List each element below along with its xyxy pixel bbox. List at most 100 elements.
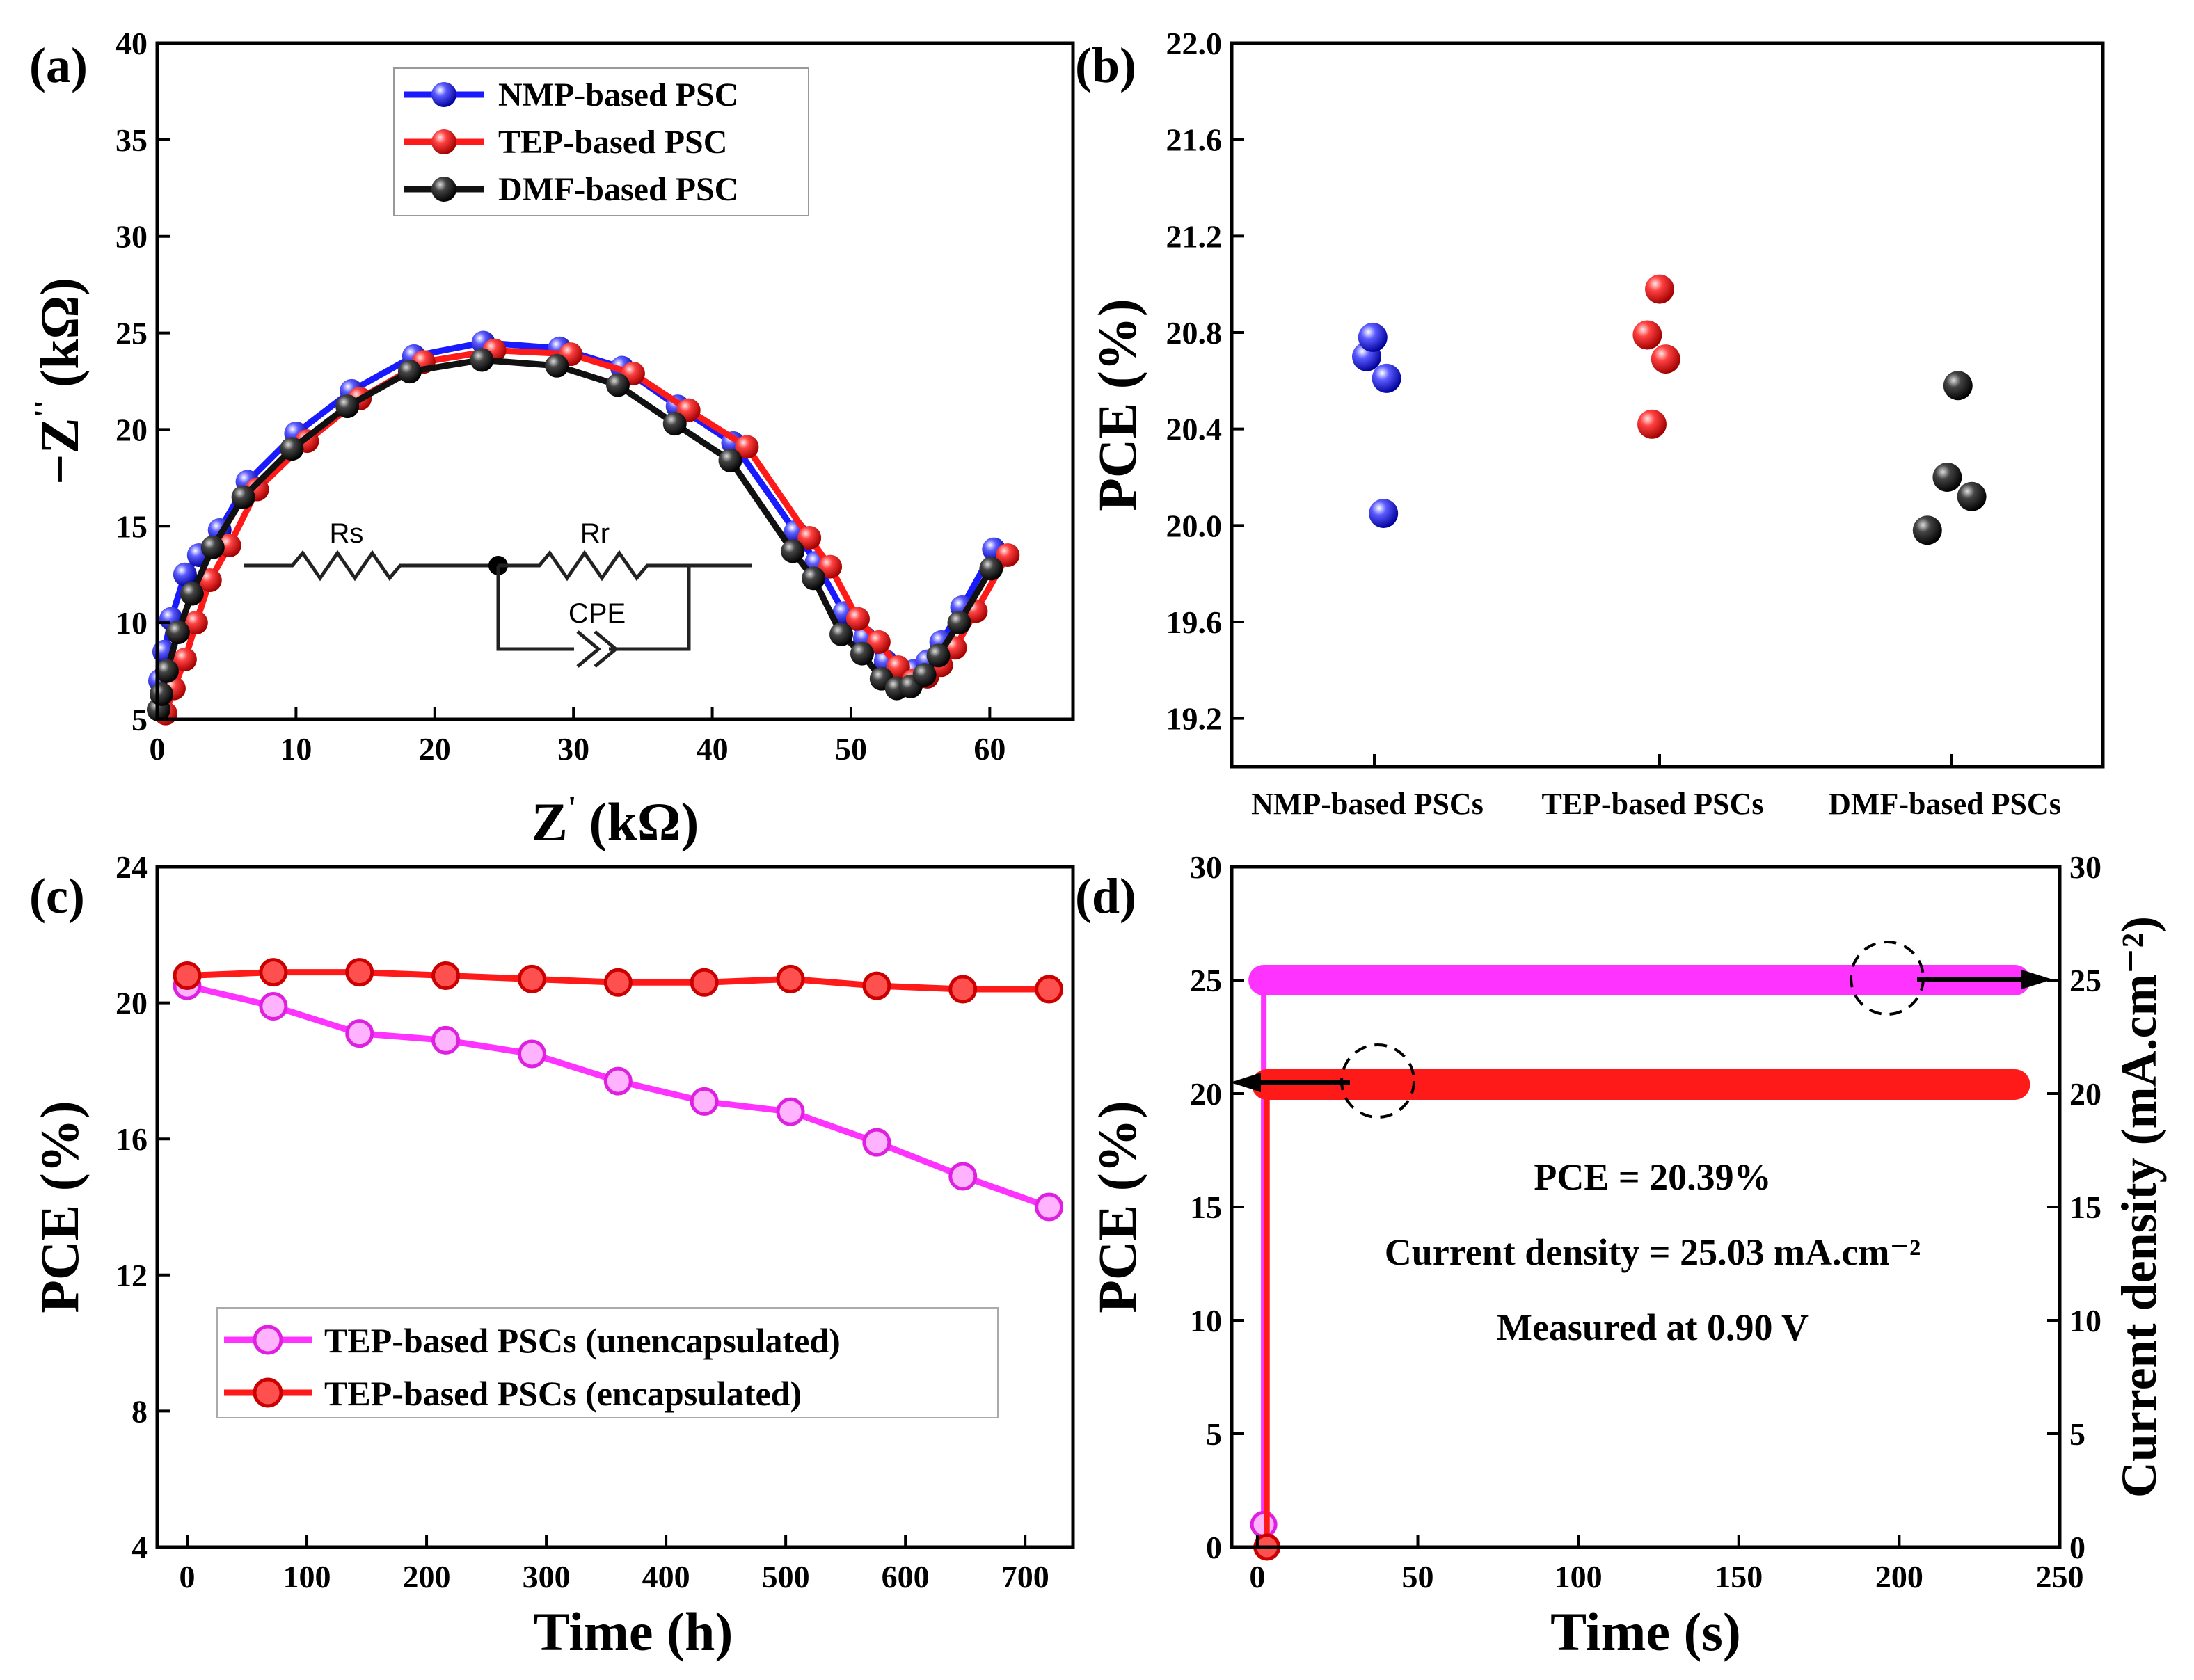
category-label: NMP-based PSCs <box>1251 787 1484 821</box>
data-point-unencapsulated <box>603 1066 633 1096</box>
y-tick-label: 19.2 <box>1166 701 1223 737</box>
panel-d-y-axis-label-left: PCE (%) <box>1087 1101 1147 1313</box>
panel-d-label: (d) <box>1075 868 1136 924</box>
panel-c-stability-plot: 0 100 200 300 400 500 600 700 4 8 12 16 20 24 Time (h… <box>29 849 1075 1662</box>
y-tick-label: 20 <box>116 412 148 447</box>
data-point-encapsulated <box>862 971 891 1000</box>
y-tick-label: 35 <box>116 122 148 158</box>
y-tick-label-right: 10 <box>2069 1303 2101 1338</box>
data-point-tep <box>866 630 891 654</box>
data-point-dmf <box>545 353 569 378</box>
data-point-encapsulated <box>345 958 374 987</box>
data-point-tep <box>173 647 197 671</box>
x-tick-label: 500 <box>762 1559 810 1594</box>
y-tick-label: 40 <box>116 26 148 61</box>
x-tick-label: 100 <box>283 1559 331 1594</box>
legend-label-nmp: NMP-based PSC <box>498 77 738 113</box>
data-point-unencapsulated <box>259 991 288 1021</box>
legend-label-dmf: DMF-based PSC <box>498 171 738 208</box>
panel-c-legend-box <box>216 1307 999 1418</box>
panel-a-nyquist-plot: 0 10 20 30 40 50 60 5 10 15 20 25 30 35 40 Z' (kΩ) −Z''… <box>27 26 1075 852</box>
legend-label-encapsulated: TEP-based PSCs (encapsulated) <box>324 1374 802 1413</box>
x-tick-label: 600 <box>882 1559 930 1594</box>
data-point-dmf <box>718 448 742 472</box>
panel-a-label: (a) <box>29 38 88 93</box>
data-point-dmf <box>1912 515 1942 545</box>
data-point-dmf <box>335 394 360 419</box>
data-point-unencapsulated <box>1035 1192 1064 1222</box>
data-point-dmf <box>947 611 971 635</box>
panel-d-x-axis-label: Time (s) <box>1550 1601 1741 1662</box>
data-point-dmf <box>605 373 630 397</box>
data-point-dmf <box>1932 463 1962 492</box>
data-point-tep <box>1645 274 1674 304</box>
data-point-unencapsulated <box>345 1019 374 1048</box>
data-point-tep <box>845 607 870 631</box>
data-point-dmf <box>802 566 826 591</box>
y-tick-label: 20.4 <box>1166 412 1223 447</box>
legend-label-unencapsulated: TEP-based PSCs (unencapsulated) <box>324 1321 841 1360</box>
data-point-dmf <box>397 360 422 384</box>
data-point-unencapsulated <box>948 1162 978 1191</box>
y-tick-label: 24 <box>116 849 148 885</box>
x-tick-label: 250 <box>2036 1559 2084 1594</box>
x-tick-label: 0 <box>150 731 166 767</box>
y-tick-label-right: 25 <box>2069 963 2101 998</box>
data-point-tep <box>996 543 1020 567</box>
x-tick-label: 0 <box>180 1559 196 1594</box>
data-point-encapsulated <box>431 961 461 990</box>
data-point-dmf <box>662 412 687 436</box>
annotation-current-density-value: Current density = 25.03 mA.cm⁻² <box>1385 1231 1921 1273</box>
data-point-dmf <box>166 621 190 645</box>
y-tick-label-left: 20 <box>1190 1076 1222 1112</box>
data-point-encapsulated <box>776 964 805 993</box>
x-tick-label: 300 <box>523 1559 571 1594</box>
y-tick-label-right: 15 <box>2069 1190 2101 1225</box>
panel-b-pce-distribution: 19.2 19.6 20.0 20.4 20.8 21.2 21.6 22.0 NMP-base… <box>1087 26 2105 821</box>
x-tick-label: 0 <box>1249 1559 1265 1594</box>
data-point-tep <box>184 611 208 635</box>
data-point-tep <box>1637 409 1667 439</box>
pce-arrowhead <box>1230 1073 1261 1092</box>
data-point-encapsulated <box>259 958 288 987</box>
data-point-dmf <box>829 622 854 646</box>
data-point-nmp <box>1369 499 1399 528</box>
data-point-encapsulated <box>948 975 978 1004</box>
y-tick-label-right: 20 <box>2069 1076 2101 1112</box>
annotation-pce-value: PCE = 20.39% <box>1534 1156 1771 1198</box>
circuit-wire-rr <box>498 550 752 582</box>
series-start-point-current-density <box>1250 1510 1278 1538</box>
data-point-unencapsulated <box>776 1097 805 1126</box>
data-point-dmf <box>1957 481 1987 511</box>
data-point-dmf <box>470 348 494 372</box>
data-point-tep <box>797 525 822 550</box>
data-point-encapsulated <box>1035 975 1064 1004</box>
data-point-unencapsulated <box>862 1128 891 1157</box>
x-tick-label: 200 <box>1875 1559 1923 1594</box>
data-point-encapsulated <box>603 968 633 997</box>
x-tick-label: 200 <box>403 1559 451 1594</box>
panel-a-plot-frame <box>155 41 1075 721</box>
y-tick-label: 10 <box>116 605 148 641</box>
x-tick-label: 700 <box>1001 1559 1049 1594</box>
y-tick-label: 5 <box>132 702 148 737</box>
x-tick-label: 20 <box>419 731 451 767</box>
data-point-dmf <box>154 659 179 683</box>
data-point-tep <box>735 435 759 459</box>
y-tick-label-left: 5 <box>1206 1416 1222 1452</box>
y-tick-label-left: 25 <box>1190 963 1222 998</box>
panel-a-legend: NMP-based PSC TEP-based PSC DMF-based PS… <box>393 67 809 216</box>
circuit-label-cpe: CPE <box>569 598 626 629</box>
y-tick-label: 21.6 <box>1166 122 1223 158</box>
data-point-encapsulated <box>517 964 546 993</box>
y-tick-label: 30 <box>116 219 148 255</box>
panel-c-y-axis-label: PCE (%) <box>29 1101 90 1313</box>
data-point-tep <box>1651 344 1680 374</box>
panel-d-y-axis-label-right: Current density (mA.cm⁻²) <box>2111 916 2167 1498</box>
legend-marker-unencapsulated <box>253 1325 283 1355</box>
data-point-encapsulated <box>173 961 202 990</box>
x-tick-label: 30 <box>557 731 589 767</box>
y-tick-label: 20.0 <box>1166 508 1223 543</box>
y-tick-label-right: 0 <box>2069 1530 2085 1565</box>
